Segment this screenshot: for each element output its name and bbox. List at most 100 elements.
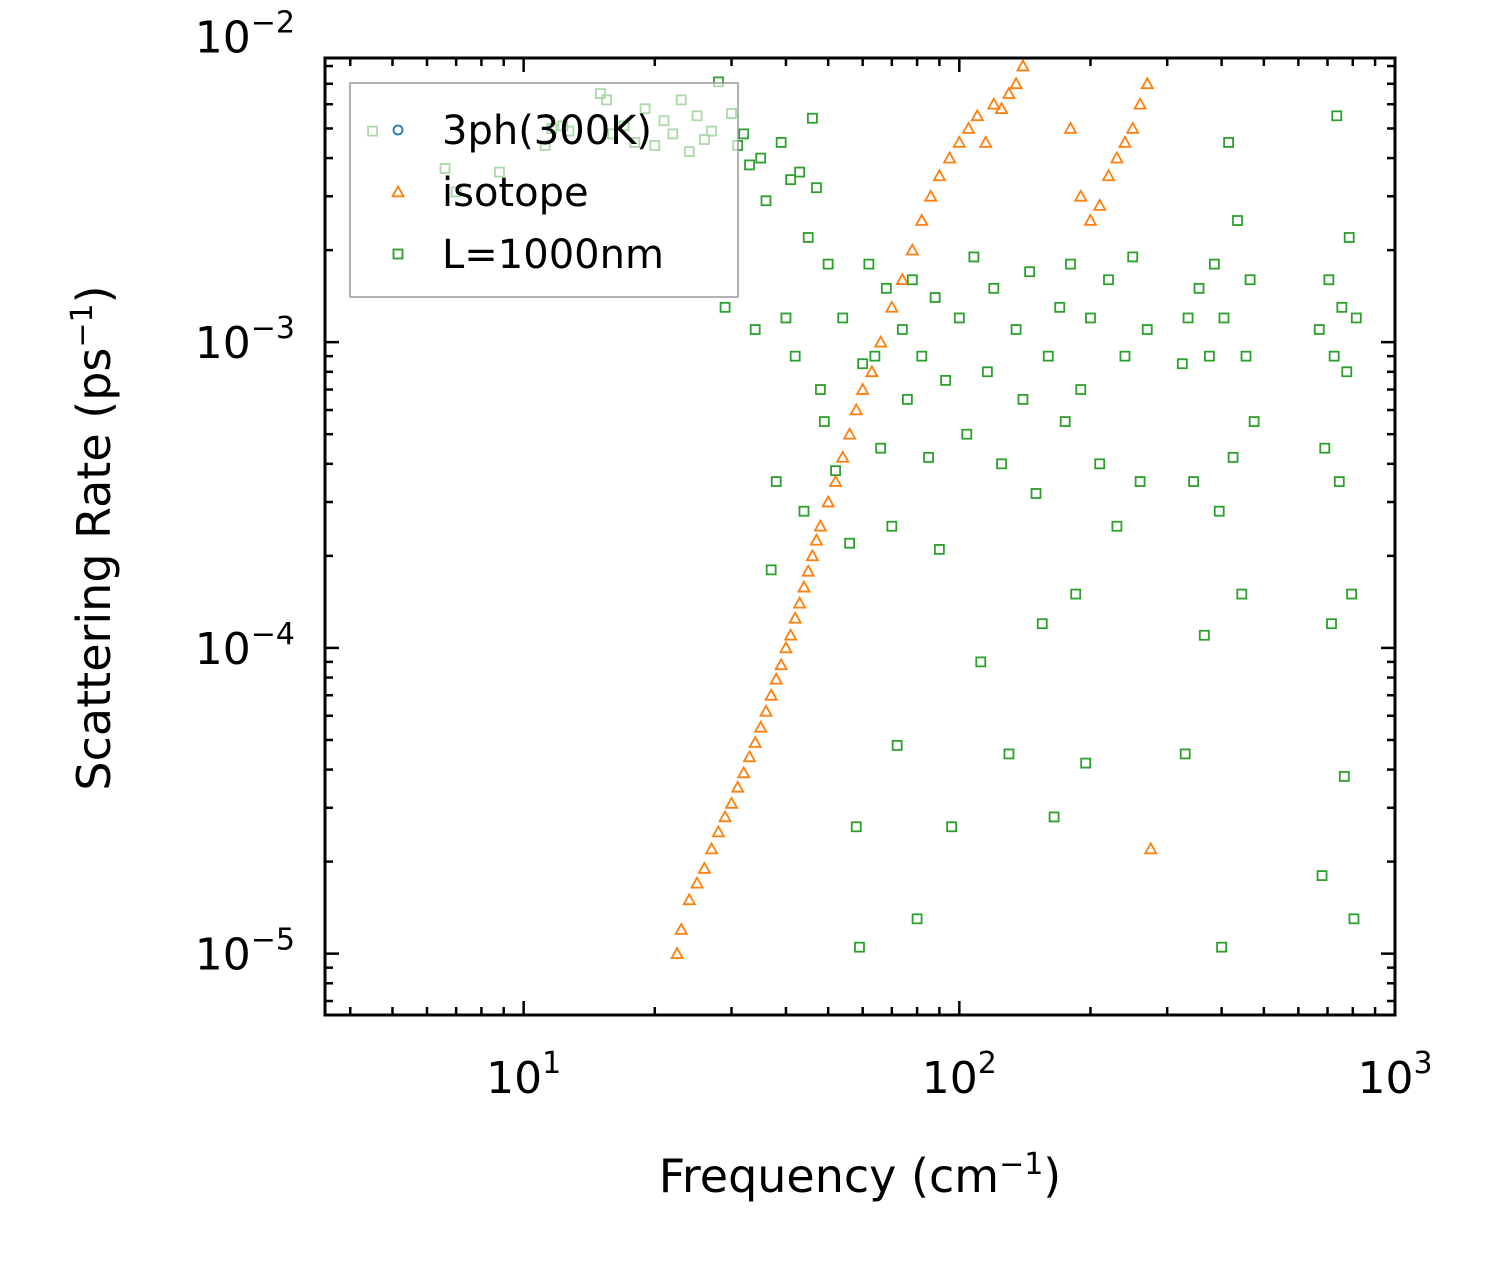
data-point xyxy=(1319,442,1331,454)
data-point xyxy=(1143,841,1158,855)
legend: 3ph(300K) isotope L=1000nm xyxy=(349,82,739,298)
data-point xyxy=(1193,282,1205,294)
data-point xyxy=(1348,913,1360,925)
data-point xyxy=(778,640,793,654)
data-point xyxy=(1080,757,1092,769)
data-point xyxy=(1338,770,1350,782)
legend-label: isotope xyxy=(442,170,589,216)
data-point xyxy=(792,595,807,609)
data-point xyxy=(1070,588,1082,600)
data-point xyxy=(1341,366,1353,378)
data-point xyxy=(855,382,870,395)
data-point xyxy=(857,358,869,370)
data-point xyxy=(1343,232,1355,243)
data-point xyxy=(1083,213,1098,226)
data-point xyxy=(742,749,757,763)
data-point xyxy=(758,704,774,717)
data-point xyxy=(1024,266,1036,278)
data-point xyxy=(1331,110,1343,122)
data-point xyxy=(1125,121,1140,134)
data-point xyxy=(1141,324,1153,335)
data-point xyxy=(1218,312,1230,324)
data-point xyxy=(940,374,951,386)
data-point xyxy=(1323,274,1335,286)
data-point xyxy=(906,274,918,286)
data-point xyxy=(1009,76,1024,90)
data-point xyxy=(1326,618,1337,630)
data-point xyxy=(1208,258,1220,270)
legend-label: L=1000nm xyxy=(442,232,664,278)
data-point xyxy=(988,282,1000,294)
data-point xyxy=(704,841,719,855)
data-point xyxy=(1054,301,1066,313)
data-point xyxy=(837,312,849,324)
data-point xyxy=(895,272,910,286)
data-point xyxy=(994,101,1009,115)
data-point xyxy=(1075,384,1087,395)
data-point xyxy=(953,312,965,324)
data-point xyxy=(1059,416,1071,427)
data-point xyxy=(986,96,1001,110)
data-point xyxy=(724,796,739,809)
data-point xyxy=(901,393,913,405)
data-point xyxy=(1017,393,1029,405)
data-point xyxy=(822,258,834,270)
y-tick-label: 10−4 xyxy=(195,617,295,675)
data-point xyxy=(952,135,967,148)
data-point xyxy=(1236,588,1248,600)
data-point xyxy=(1176,358,1188,370)
data-point xyxy=(869,350,881,362)
data-point xyxy=(1015,58,1031,72)
data-point xyxy=(1092,198,1107,211)
data-point xyxy=(682,892,697,906)
legend-label: 3ph(300K) xyxy=(442,108,652,154)
data-point xyxy=(818,416,830,427)
x-tick-label: 102 xyxy=(922,1046,997,1104)
data-point xyxy=(1119,350,1131,362)
data-point xyxy=(916,350,928,362)
data-point xyxy=(738,128,750,140)
data-point xyxy=(1117,135,1133,148)
plot-frame xyxy=(323,56,1397,1017)
data-point xyxy=(711,824,726,838)
data-point xyxy=(933,543,945,555)
y-tick-label: 10−5 xyxy=(195,923,295,981)
data-point xyxy=(1001,86,1016,99)
data-point xyxy=(961,428,973,440)
data-point xyxy=(850,821,862,833)
data-point xyxy=(798,505,810,517)
data-point xyxy=(748,735,763,748)
data-point xyxy=(923,451,934,463)
data-point xyxy=(911,913,923,925)
data-point xyxy=(760,195,772,207)
data-point xyxy=(875,442,887,454)
data-point xyxy=(942,150,957,164)
data-point xyxy=(1240,350,1252,362)
data-point xyxy=(880,282,892,294)
data-point xyxy=(1063,121,1078,134)
data-point xyxy=(1030,488,1042,499)
data-point xyxy=(970,108,985,122)
data-point xyxy=(1133,96,1148,110)
data-point xyxy=(805,548,820,562)
x-tick-label: 101 xyxy=(486,1046,561,1104)
data-point xyxy=(891,739,903,751)
x-tick-label: 103 xyxy=(1357,1046,1432,1104)
data-point xyxy=(1346,588,1357,600)
data-point xyxy=(1101,168,1116,182)
data-point xyxy=(1313,324,1325,335)
data-point xyxy=(863,258,875,270)
data-point xyxy=(719,301,731,313)
data-point xyxy=(821,494,836,508)
data-point xyxy=(844,537,856,549)
data-point xyxy=(1109,150,1124,164)
legend-box xyxy=(349,82,739,298)
data-point xyxy=(1223,137,1234,148)
data-point xyxy=(1216,941,1228,953)
data-point xyxy=(884,299,899,313)
data-point xyxy=(996,458,1007,470)
data-point xyxy=(769,671,784,685)
data-point xyxy=(749,324,761,335)
data-point xyxy=(1094,458,1106,470)
y-tick-label: 10−3 xyxy=(195,311,295,369)
